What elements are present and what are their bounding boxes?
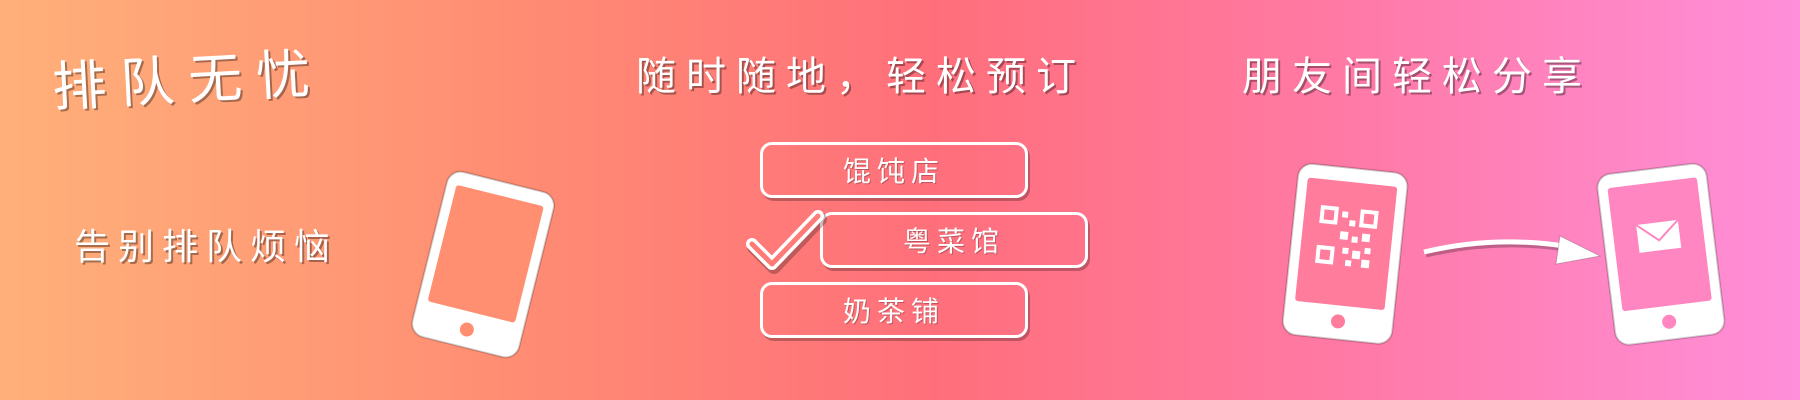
headline-queue-free: 排队无忧 [50, 41, 326, 120]
headline-book-anytime: 随时随地，轻松预订 [636, 54, 1086, 100]
option-milk-tea-shop[interactable]: 奶茶铺 [760, 282, 1028, 338]
option-wonton-shop[interactable]: 馄饨店 [760, 142, 1028, 198]
subline-no-queue-trouble: 告别排队烦恼 [74, 227, 339, 268]
option-cantonese-restaurant[interactable]: 粤菜馆 [820, 212, 1088, 268]
envelope-phone-icon [1596, 162, 1726, 346]
headline-share-with-friends: 朋友间轻松分享 [1242, 54, 1592, 100]
checkmark-icon [746, 210, 827, 274]
qr-code-phone-icon [1281, 162, 1409, 345]
phone-icon [411, 170, 556, 359]
arrow-right-icon [1423, 235, 1602, 265]
